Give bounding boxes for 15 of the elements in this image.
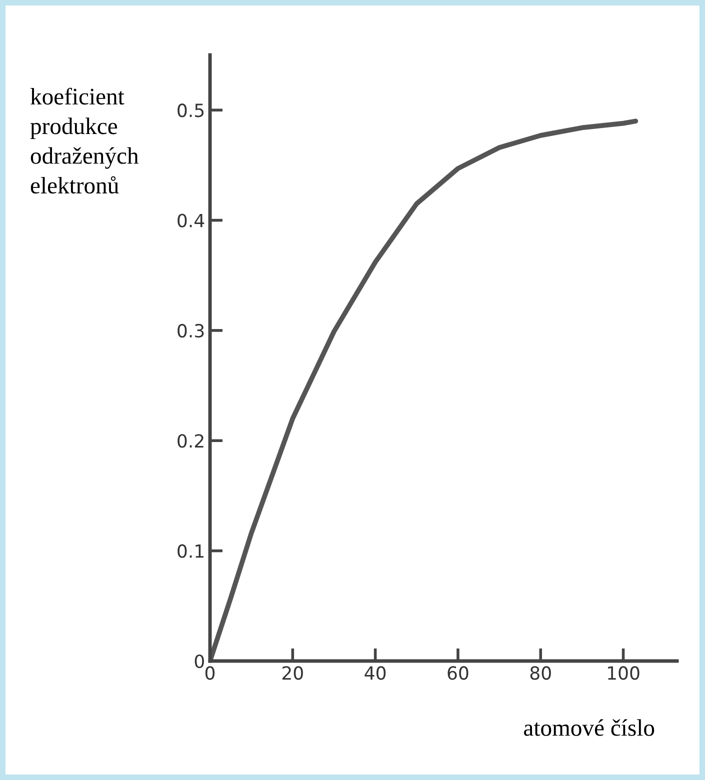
x-tick-label: 100 [608,666,640,680]
y-tick-label: 0.1 [178,544,204,558]
x-tick-label: 80 [530,666,551,680]
y-tick-label: 0.3 [178,324,204,338]
y-axis-title: koeficient produkce odražených elektronů [30,88,138,194]
x-tick-label: 40 [364,666,386,680]
x-tick-label: 60 [448,666,468,680]
x-tick-label: 20 [282,666,303,680]
x-axis-title: atomové číslo [524,719,654,736]
y-tick-label: 0.4 [178,214,204,228]
x-tick-label: 0 [205,666,215,680]
line-series [210,118,638,661]
y-tick-label: 0.5 [178,104,204,118]
y-tick-label: 0 [194,654,204,668]
y-tick-label: 0.2 [178,434,204,448]
